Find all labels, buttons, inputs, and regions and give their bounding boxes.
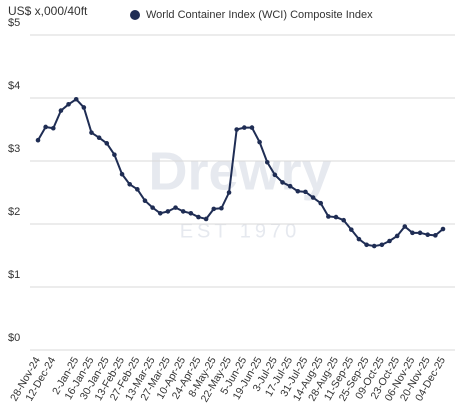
point <box>81 105 87 110</box>
point <box>173 205 178 210</box>
point <box>326 214 331 219</box>
point <box>287 183 293 189</box>
point <box>226 190 232 195</box>
watermark-sub: EST 1970 <box>180 220 301 242</box>
point <box>310 195 316 200</box>
point <box>196 214 201 220</box>
point <box>142 198 148 203</box>
point <box>58 108 64 113</box>
point <box>242 125 247 130</box>
point <box>349 227 354 232</box>
point <box>188 210 194 216</box>
point <box>410 230 415 236</box>
point <box>272 172 278 178</box>
point <box>157 210 163 216</box>
point <box>280 180 285 185</box>
point <box>402 224 408 229</box>
point <box>318 200 324 206</box>
point <box>66 102 71 107</box>
point <box>433 233 438 238</box>
point <box>333 214 339 220</box>
y-tick-label: $2 <box>8 206 20 218</box>
point <box>43 124 48 130</box>
point <box>50 125 56 131</box>
point <box>89 130 94 135</box>
point <box>417 230 423 236</box>
point <box>219 205 224 211</box>
point <box>96 135 102 140</box>
point <box>364 242 369 248</box>
point <box>379 242 385 248</box>
point <box>119 171 125 177</box>
point <box>303 189 308 195</box>
point <box>150 205 155 210</box>
point <box>234 127 239 132</box>
point <box>203 216 209 222</box>
point <box>135 187 140 192</box>
point <box>165 209 171 214</box>
y-tick-label: $3 <box>8 143 20 155</box>
point <box>127 182 132 187</box>
point <box>73 96 79 102</box>
point <box>264 159 270 165</box>
point <box>425 232 431 238</box>
y-tick-label: $4 <box>8 80 20 92</box>
y-tick-label: $1 <box>8 269 20 281</box>
point <box>440 226 446 232</box>
y-axis-label: US$ x,000/40ft <box>8 4 88 18</box>
point <box>257 139 262 145</box>
point <box>112 152 117 157</box>
point <box>35 137 41 143</box>
point <box>180 209 186 214</box>
point <box>211 206 217 212</box>
point <box>104 141 110 146</box>
legend-label: World Container Index (WCI) Composite In… <box>146 9 373 21</box>
legend-marker <box>130 10 140 20</box>
point <box>356 236 362 242</box>
point <box>341 217 346 223</box>
point <box>371 243 377 249</box>
point <box>387 238 392 244</box>
point <box>249 125 255 130</box>
y-tick-label: $5 <box>8 17 20 29</box>
point <box>295 188 301 194</box>
y-tick-label: $0 <box>8 332 20 344</box>
point <box>394 233 400 239</box>
